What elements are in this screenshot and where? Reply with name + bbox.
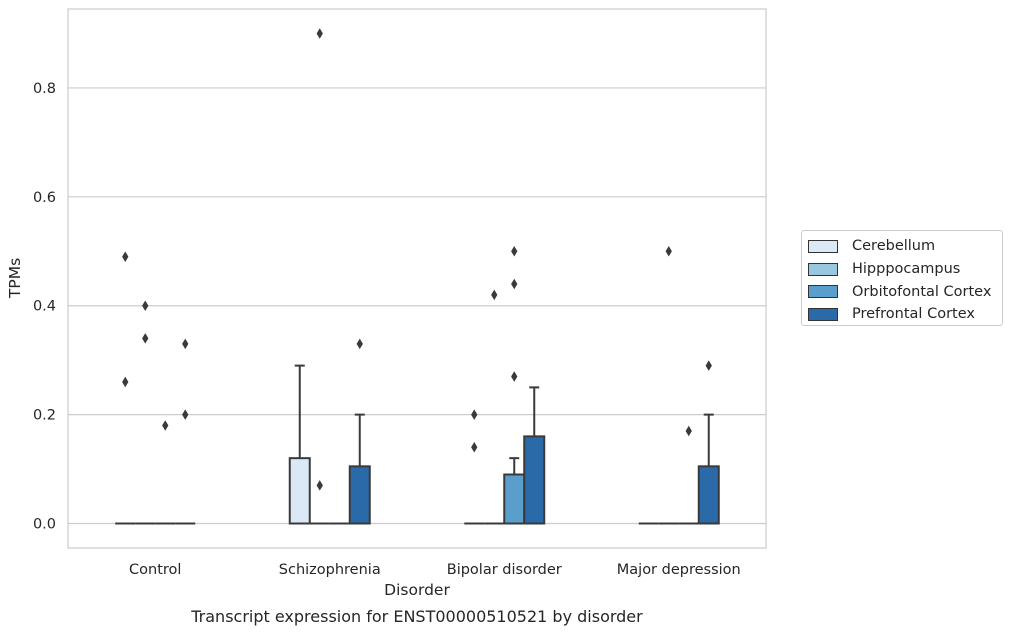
- legend-item: Orbitofontal Cortex: [808, 280, 1002, 303]
- outlier-point: [511, 371, 518, 382]
- outlier-point: [511, 246, 518, 257]
- box-group: [288, 364, 311, 525]
- box: [348, 465, 371, 525]
- legend-label: Orbitofontal Cortex: [852, 283, 992, 300]
- outlier-point: [685, 425, 692, 437]
- x-tick-label: Control: [129, 562, 181, 578]
- x-tick-label: Major depression: [617, 562, 741, 578]
- outlier-point: [511, 278, 518, 290]
- legend-item: Hipppocampus: [808, 258, 1002, 281]
- x-axis-label: Disorder: [384, 581, 450, 599]
- x-tick-labels: Control Schizophrenia Bipolar disorder Majo…: [129, 562, 741, 578]
- box-group: [348, 413, 371, 525]
- y-axis-label: TPMs: [6, 258, 24, 299]
- box-group: [523, 386, 546, 525]
- outlier-point: [122, 376, 129, 388]
- legend-label: Cerebellum: [852, 238, 936, 255]
- box-group: [697, 413, 720, 525]
- y-tick-label: 0.6: [33, 190, 56, 206]
- y-tick-label: 0.8: [33, 81, 56, 97]
- plot-area-frame: [67, 8, 767, 549]
- outlier-point: [665, 246, 672, 257]
- box: [697, 465, 720, 525]
- outlier-point: [316, 28, 323, 39]
- box-series: [115, 364, 720, 525]
- chart-caption: Transcript expression for ENST0000051052…: [190, 607, 643, 626]
- outlier-point: [705, 360, 712, 371]
- outlier-point: [316, 480, 323, 491]
- legend-label: Hipppocampus: [852, 261, 961, 278]
- box: [523, 435, 546, 525]
- outlier-point: [356, 338, 363, 350]
- legend-swatch-hippocampus: [808, 262, 838, 276]
- outlier-point: [162, 420, 169, 431]
- chart-legend: Cerebellum Hipppocampus Orbitofontal Cor…: [801, 230, 1003, 326]
- outlier-point: [471, 442, 478, 453]
- x-tick-label: Bipolar disorder: [447, 562, 562, 578]
- outlier-point: [142, 333, 149, 344]
- outlier-point: [491, 289, 498, 301]
- outlier-points: [122, 28, 712, 491]
- y-tick-label: 0.2: [33, 408, 56, 424]
- y-tick-labels: 0.0 0.2 0.4 0.6 0.8: [33, 81, 56, 533]
- legend-swatch-cerebellum: [808, 239, 838, 253]
- legend-item: Cerebellum: [808, 235, 1002, 258]
- outlier-point: [122, 251, 129, 262]
- legend-item: Prefrontal Cortex: [808, 303, 1002, 326]
- x-tick-label: Schizophrenia: [279, 562, 381, 578]
- legend-swatch-orbitofrontal: [808, 285, 838, 299]
- box: [288, 457, 311, 525]
- outlier-point: [182, 338, 189, 350]
- y-tick-label: 0.0: [33, 517, 56, 533]
- box-group: [503, 457, 526, 525]
- outlier-point: [182, 409, 189, 420]
- legend-swatch-prefrontal: [808, 307, 838, 321]
- outlier-point: [142, 300, 149, 311]
- grid-lines: [68, 87, 766, 525]
- legend-label: Prefrontal Cortex: [852, 306, 975, 323]
- y-tick-label: 0.4: [33, 299, 56, 315]
- box: [503, 473, 526, 525]
- outlier-point: [471, 409, 478, 420]
